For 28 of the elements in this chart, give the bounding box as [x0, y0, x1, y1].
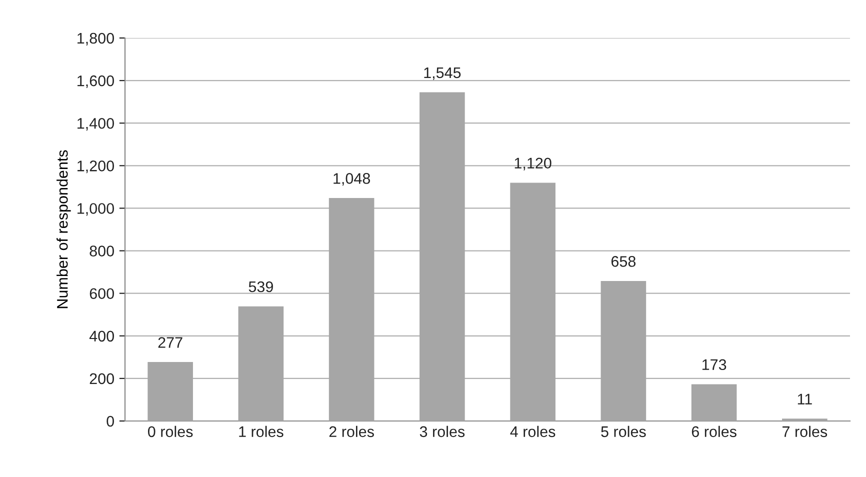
data-label: 277	[158, 337, 182, 348]
y-tick-label: 1,200	[78, 160, 114, 174]
y-tick-label: 1,000	[78, 203, 114, 216]
x-tick-label: 1 roles	[239, 426, 284, 438]
data-label: 173	[702, 359, 726, 370]
x-tick-label: 7 roles	[782, 426, 828, 438]
y-tick-label: 1,600	[78, 75, 114, 88]
x-tick-label: 5 roles	[601, 426, 646, 438]
y-tick-label: 1,800	[78, 32, 114, 46]
y-tick-label: 0	[106, 416, 114, 427]
y-tick-label: 400	[89, 330, 114, 342]
y-axis-title: Number of respondents	[56, 150, 71, 308]
x-tick-label: 2 roles	[329, 426, 374, 438]
x-tick-label: 4 roles	[510, 426, 556, 438]
data-label: 658	[611, 256, 636, 267]
y-tick-label: 200	[90, 373, 114, 384]
x-tick-label: 0 roles	[148, 426, 193, 438]
data-label: 11	[798, 394, 812, 404]
y-tick-label: 800	[90, 246, 114, 256]
data-label: 1,120	[514, 158, 552, 170]
y-tick-label: 600	[90, 288, 114, 300]
bar	[691, 384, 737, 421]
y-tick-label: 1,400	[78, 118, 114, 131]
data-label: 1,048	[334, 173, 370, 186]
x-tick-label: 3 roles	[420, 426, 465, 438]
data-label: 1,545	[424, 67, 461, 80]
data-label: 539	[248, 281, 273, 292]
x-tick-label: 6 roles	[692, 426, 736, 438]
